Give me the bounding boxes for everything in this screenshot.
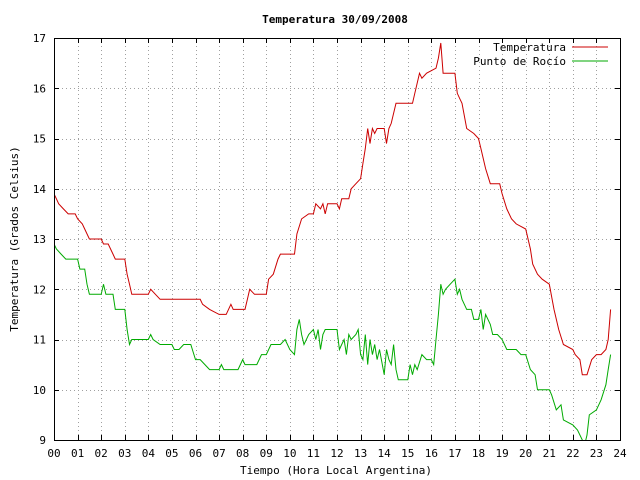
x-tick-label: 03	[118, 447, 131, 460]
y-tick-label: 9	[39, 434, 46, 447]
x-tick-label: 06	[189, 447, 202, 460]
x-tick-label: 00	[47, 447, 60, 460]
x-tick-label: 23	[590, 447, 603, 460]
axes: 00 01 02 03 04 05 06 07 08 09 10 11 12 13 14 15 16 17 18 19…	[33, 32, 627, 460]
x-tick-label: 15	[401, 447, 414, 460]
x-tick-label: 04	[142, 447, 156, 460]
chart-title: Temperatura 30/09/2008	[262, 13, 408, 26]
y-tick-label: 17	[33, 32, 46, 45]
y-tick-label: 15	[33, 133, 46, 146]
x-tick-label: 22	[566, 447, 579, 460]
x-tick-label: 07	[212, 447, 225, 460]
punto-de-rocio-series-line	[54, 243, 612, 440]
y-tick-label: 13	[33, 233, 46, 246]
x-tick-label: 24	[613, 447, 627, 460]
y-tick-label: 11	[33, 334, 46, 347]
x-tick-label: 19	[495, 447, 508, 460]
legend-label: Temperatura	[493, 41, 566, 54]
grid	[54, 38, 620, 440]
x-tick-label: 09	[260, 447, 273, 460]
x-tick-label: 21	[543, 447, 556, 460]
series-layer	[54, 42, 612, 440]
x-tick-label: 08	[236, 447, 249, 460]
y-axis-label: Temperatura (Grados Celsius)	[8, 146, 21, 331]
x-tick-label: 01	[71, 447, 84, 460]
x-axis-label: Tiempo (Hora Local Argentina)	[240, 464, 432, 477]
x-tick-label: 05	[165, 447, 178, 460]
y-tick-label: 10	[33, 384, 46, 397]
x-tick-label: 18	[472, 447, 485, 460]
x-tick-label: 17	[448, 447, 461, 460]
x-tick-label: 14	[378, 447, 392, 460]
temperatura-series-line	[54, 42, 612, 376]
x-tick-label: 11	[307, 447, 320, 460]
x-tick-label: 16	[425, 447, 438, 460]
legend-label: Punto de Rocío	[473, 55, 566, 68]
x-tick-label: 20	[519, 447, 532, 460]
y-tick-label: 16	[33, 82, 46, 95]
x-tick-label: 02	[95, 447, 108, 460]
y-tick-label: 14	[33, 183, 47, 196]
x-tick-label: 10	[283, 447, 296, 460]
y-tick-label: 12	[33, 283, 46, 296]
x-tick-label: 12	[330, 447, 343, 460]
x-tick-label: 13	[354, 447, 367, 460]
